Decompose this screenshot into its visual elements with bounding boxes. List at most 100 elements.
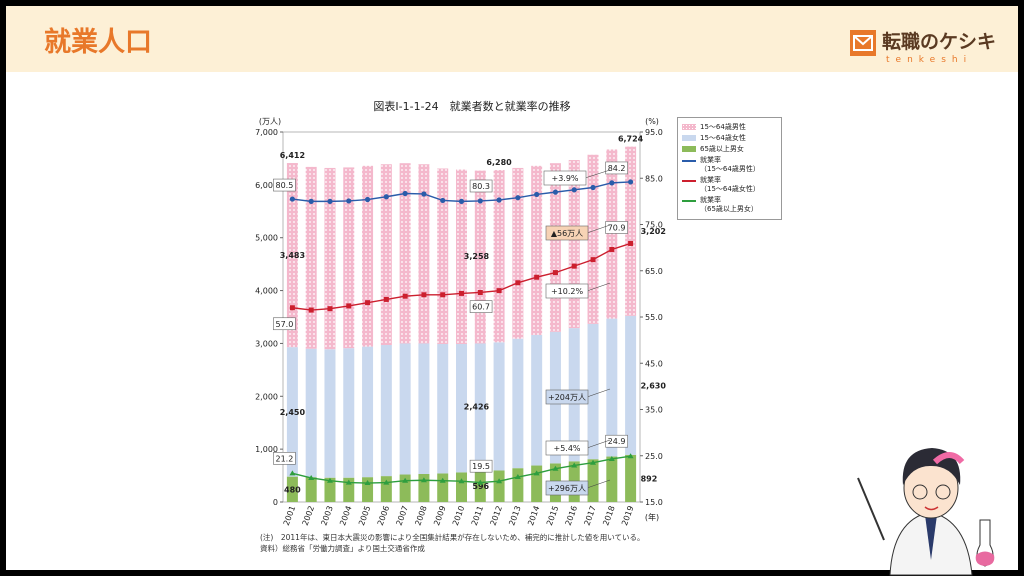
legend-item: 65歳以上男女 [682, 145, 777, 154]
marker [327, 306, 333, 312]
marker [308, 307, 314, 313]
marker [308, 198, 314, 204]
bar [587, 323, 599, 460]
marker [552, 465, 559, 471]
bar [549, 163, 561, 332]
x-tick-label: 2001 [282, 505, 297, 527]
x-tick-label: 2005 [357, 505, 372, 527]
character [857, 448, 995, 576]
bar [606, 456, 618, 502]
bar [418, 343, 430, 474]
marker [515, 195, 521, 201]
legend-swatch [682, 200, 696, 202]
marker [289, 305, 295, 311]
glasses [912, 484, 928, 500]
x-tick-label: 2004 [338, 505, 353, 527]
note: 資料）総務省「労働力調査」より国土交通省作成 [260, 544, 425, 553]
bar [437, 473, 449, 502]
bar [324, 167, 336, 350]
y2-tick-label: 25.0 [645, 452, 663, 461]
bar [362, 477, 374, 502]
legend-label: 就業率 （15～64歳女性） [700, 176, 760, 193]
bar [399, 474, 411, 502]
value-label: 80.5 [275, 181, 293, 190]
x-tick-label: 2018 [601, 505, 616, 527]
marker [440, 197, 446, 204]
bar [305, 166, 317, 349]
y-tick-label: 7,000 [255, 128, 278, 137]
value-label: 19.5 [472, 462, 490, 471]
bar [343, 477, 355, 502]
marker [364, 196, 371, 203]
legend-item: 15～64歳女性 [682, 134, 777, 143]
header-title: 就業人口 [44, 27, 152, 58]
tie [925, 515, 937, 560]
value-label: 57.0 [275, 320, 293, 329]
y-tick-label: 1,000 [255, 445, 278, 454]
value-label: 3,483 [280, 251, 305, 260]
bar [493, 170, 505, 343]
legend-label: 15～64歳男性 [700, 123, 746, 131]
y2-tick-label: 45.0 [645, 359, 663, 368]
annotation-box [545, 283, 589, 299]
x-tick-label: 2008 [413, 505, 428, 527]
value-label: 3,258 [464, 252, 490, 261]
x-tick-label: 2016 [564, 505, 579, 527]
annotation-arrow [584, 169, 611, 179]
value-label-box [605, 221, 628, 234]
bar [399, 163, 411, 344]
bar [343, 348, 355, 478]
legend-item: 15～64歳男性 [682, 123, 777, 132]
legend-swatch [682, 160, 696, 162]
marker [571, 187, 577, 193]
bar [474, 471, 486, 502]
bar [606, 149, 618, 319]
marker [458, 198, 465, 204]
y-tick-label: 5,000 [255, 234, 278, 243]
x-tick-label: 2009 [432, 505, 447, 527]
bar [324, 349, 336, 478]
value-label-box [273, 178, 296, 192]
value-label: 21.2 [275, 454, 293, 463]
logo: 転職のケシキ tenkeshi [850, 30, 996, 65]
marker [515, 280, 521, 286]
marker [477, 198, 483, 204]
bar [437, 168, 449, 344]
marker [327, 198, 333, 204]
x-tick-label: 2013 [507, 505, 522, 527]
bar [474, 170, 486, 344]
annotation-box [545, 225, 589, 241]
x-tick-label: 2006 [376, 505, 391, 527]
value-label: 892 [641, 474, 658, 483]
marker [402, 477, 409, 483]
total-label: 6,724 [618, 135, 644, 144]
y-tick-label: 6,000 [255, 181, 278, 190]
legend-swatch [682, 146, 696, 152]
bar [380, 164, 392, 346]
marker [496, 478, 503, 484]
x-tick-label: 2014 [526, 505, 541, 527]
marker [496, 288, 502, 294]
bar [625, 315, 637, 455]
annotation-box [545, 440, 589, 456]
x-tick-label: 2003 [319, 505, 334, 527]
annotation-arrow [586, 439, 611, 449]
x-axis-label: (年) [645, 512, 659, 522]
marker [608, 455, 615, 461]
header: 就業人口 転職のケシキ tenkeshi [6, 6, 1018, 72]
slide-body: 就業人口 転職のケシキ tenkeshi 図表I-1-1-24 就業者数と就業率… [6, 6, 1018, 576]
bar [474, 343, 486, 472]
legend-swatch [682, 180, 696, 182]
chart-title: 図表I-1-1-24 就業者数と就業率の推移 [373, 99, 570, 113]
marker [421, 292, 427, 298]
y-axis-label: (万人) [259, 117, 281, 126]
glasses [935, 484, 951, 500]
total-label: 6,412 [280, 151, 305, 160]
marker [628, 240, 634, 246]
mouth [924, 506, 939, 511]
flask-liquid [975, 551, 995, 566]
x-tick-label: 2007 [395, 505, 410, 527]
bar [493, 342, 505, 471]
bar [437, 343, 449, 474]
